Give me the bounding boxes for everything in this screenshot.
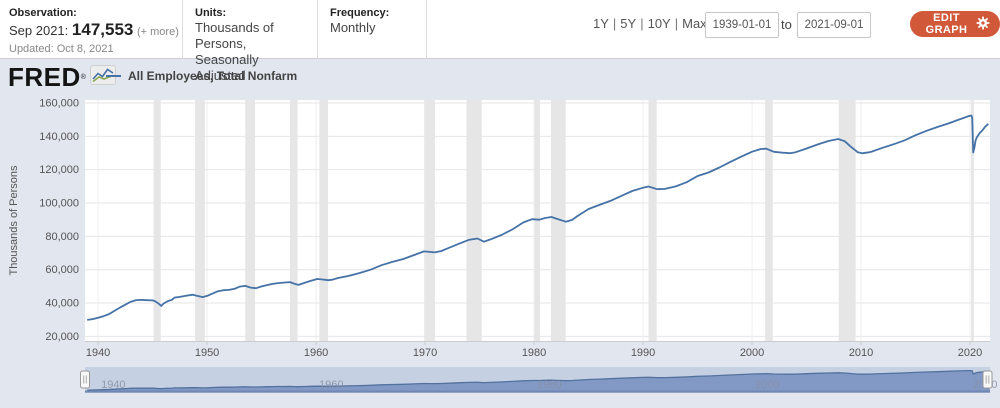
updated-date: Updated: Oct 8, 2021 bbox=[9, 43, 114, 55]
y-axis-tick-label: 120,000 bbox=[39, 164, 79, 176]
x-axis-tick-label: 1940 bbox=[86, 347, 110, 359]
observation-column: Observation: Sep 2021: 147,553 (+ more) … bbox=[0, 0, 182, 59]
x-axis-tick-label: 2010 bbox=[849, 347, 873, 359]
units-value-line2: Seasonally Adjusted bbox=[195, 52, 259, 83]
recession-band bbox=[466, 100, 482, 341]
recession-band bbox=[423, 100, 435, 341]
x-axis-tick-label: 2000 bbox=[740, 347, 764, 359]
slider-decade-label: 1980 bbox=[537, 379, 561, 391]
observation-value: 147,553 bbox=[71, 20, 134, 39]
y-axis-tick-label: 100,000 bbox=[39, 198, 79, 210]
range-separator: | bbox=[640, 16, 644, 31]
x-axis-tick-label: 1950 bbox=[195, 347, 219, 359]
y-axis-tick-label: 40,000 bbox=[45, 298, 79, 310]
recession-band bbox=[534, 100, 541, 341]
slider-decade-label: 1960 bbox=[319, 379, 343, 391]
observation-more-link[interactable]: (+ more) bbox=[136, 26, 179, 38]
y-axis-tick-label: 160,000 bbox=[39, 98, 79, 110]
slider-handle-left[interactable] bbox=[80, 370, 90, 389]
x-axis-tick-label: 1980 bbox=[522, 347, 546, 359]
frequency-value: Monthly bbox=[330, 20, 376, 35]
units-value-line1: Thousands of Persons, bbox=[195, 20, 274, 51]
recession-band bbox=[971, 100, 974, 341]
series-legend[interactable]: All Employees, Total Nonfarm bbox=[106, 69, 297, 83]
range-separator: | bbox=[674, 16, 679, 31]
zoom-range-links: 1Y | 5Y | 10Y | Max bbox=[593, 16, 707, 31]
fred-logo[interactable]: FRED ® bbox=[8, 63, 116, 91]
slider-decade-label: 2000 bbox=[755, 379, 779, 391]
range-separator: | bbox=[612, 16, 617, 31]
fred-logo-text: FRED bbox=[8, 62, 81, 92]
range-5y-link[interactable]: 5Y bbox=[620, 16, 637, 31]
frequency-label: Frequency: bbox=[330, 7, 390, 19]
recession-band bbox=[195, 100, 205, 341]
range-slider-area-edge bbox=[87, 369, 989, 391]
legend-series-label: All Employees, Total Nonfarm bbox=[128, 69, 298, 83]
range-slider-baseline bbox=[85, 390, 990, 393]
observation-label: Observation: bbox=[9, 7, 77, 19]
recession-band bbox=[289, 100, 298, 341]
legend-line-swatch bbox=[106, 75, 121, 77]
x-axis-tick-label: 1960 bbox=[304, 347, 328, 359]
graph-header: Observation: Sep 2021: 147,553 (+ more) … bbox=[0, 0, 1000, 83]
observation-date: Sep 2021: bbox=[9, 23, 69, 38]
start-date-input[interactable] bbox=[705, 12, 779, 38]
units-label: Units: bbox=[195, 7, 227, 19]
edit-graph-button-label: EDIT GRAPH bbox=[925, 12, 968, 36]
recession-band bbox=[838, 100, 856, 341]
slider-handle-right[interactable] bbox=[982, 370, 993, 389]
data-series-line[interactable] bbox=[87, 114, 989, 321]
range-max-link[interactable]: Max bbox=[682, 16, 707, 31]
date-to-label: to bbox=[781, 17, 792, 32]
x-axis-tick-label: 1970 bbox=[413, 347, 437, 359]
gear-icon bbox=[976, 16, 990, 33]
recession-band bbox=[550, 100, 566, 341]
x-axis-tick-label: 1990 bbox=[631, 347, 655, 359]
range-1y-link[interactable]: 1Y bbox=[593, 16, 609, 31]
y-axis-tick-label: 140,000 bbox=[39, 131, 79, 143]
range-10y-link[interactable]: 10Y bbox=[647, 16, 671, 31]
frequency-column: Frequency: Monthly bbox=[317, 0, 427, 59]
recession-band bbox=[648, 100, 657, 341]
slider-decade-label: 1940 bbox=[101, 379, 125, 391]
y-axis-tick-label: 80,000 bbox=[45, 231, 79, 243]
y-axis-tick-label: 60,000 bbox=[45, 264, 79, 276]
end-date-input[interactable] bbox=[797, 12, 871, 38]
recession-band bbox=[153, 100, 161, 341]
y-axis-title: Thousands of Persons bbox=[8, 165, 20, 276]
registered-trademark: ® bbox=[80, 73, 86, 81]
recession-band bbox=[319, 100, 329, 341]
y-axis-tick-label: 20,000 bbox=[45, 331, 79, 343]
units-column: Units: Thousands of Persons, Seasonally … bbox=[182, 0, 317, 83]
observation-value-line: Sep 2021: 147,553 (+ more) bbox=[9, 20, 179, 42]
recession-band bbox=[245, 100, 256, 341]
recession-band bbox=[765, 100, 773, 341]
edit-graph-button[interactable]: EDIT GRAPH bbox=[910, 11, 1000, 37]
x-axis-tick-label: 2020 bbox=[958, 347, 982, 359]
